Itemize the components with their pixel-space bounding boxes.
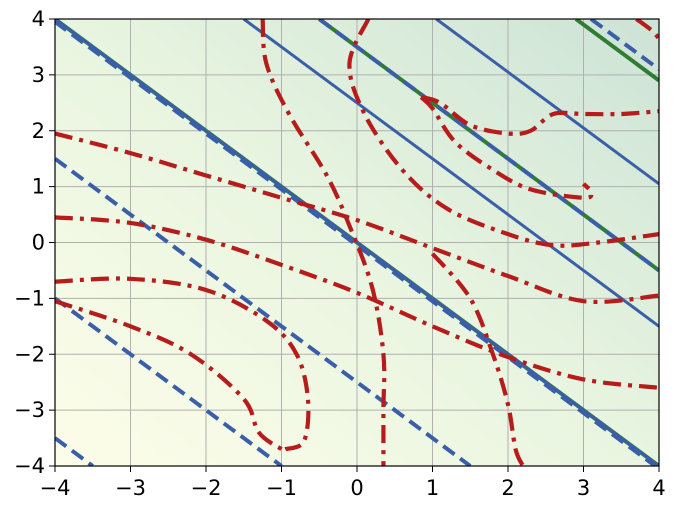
blue-solid-line-1 bbox=[242, 19, 659, 328]
x-tick-label-1: −3 bbox=[115, 476, 146, 500]
red-dashdot-line-1 bbox=[55, 215, 659, 390]
blue-dashed-line-1 bbox=[55, 157, 472, 466]
red-dashdot-line-8 bbox=[420, 95, 659, 137]
blue-dashed-line-4 bbox=[318, 19, 659, 273]
x-axis-ticks: −4 −3 −2 −1 0 1 2 3 4 bbox=[40, 466, 666, 500]
red-dashdot-line-4 bbox=[260, 19, 387, 466]
blue-dashed-line-5 bbox=[589, 19, 659, 71]
y-tick-label-3: −1 bbox=[14, 286, 45, 310]
x-tick-label-8: 4 bbox=[652, 476, 665, 500]
red-dashdot-line-0 bbox=[55, 131, 659, 304]
x-tick-label-2: −2 bbox=[191, 476, 222, 500]
red-dashdot-line-9 bbox=[635, 19, 659, 40]
y-tick-label-6: 2 bbox=[32, 119, 45, 143]
x-tick-label-3: −1 bbox=[266, 476, 297, 500]
y-tick-label-8: 4 bbox=[32, 7, 45, 31]
y-tick-label-4: 0 bbox=[32, 231, 45, 255]
blue-dashed-line-3 bbox=[55, 436, 94, 466]
y-tick-label-0: −4 bbox=[14, 454, 45, 478]
red-dashdot-line-7 bbox=[419, 95, 594, 200]
red-dashdot-line-5 bbox=[347, 19, 659, 248]
green-solid-line-2 bbox=[574, 19, 659, 83]
y-axis-ticks: −4 −3 −2 −1 0 1 2 3 4 bbox=[14, 7, 55, 478]
x-tick-label-0: −4 bbox=[40, 476, 71, 500]
y-tick-label-1: −3 bbox=[14, 398, 45, 422]
red-dashdot-line-2 bbox=[55, 276, 311, 452]
x-tick-label-4: 0 bbox=[350, 476, 363, 500]
x-tick-label-6: 2 bbox=[501, 476, 514, 500]
red-dashdot-line-3 bbox=[55, 299, 283, 451]
x-tick-label-5: 1 bbox=[426, 476, 439, 500]
blue-solid-line-0 bbox=[55, 19, 659, 466]
y-tick-label-7: 3 bbox=[32, 63, 45, 87]
blue-solid-line-2 bbox=[435, 19, 659, 186]
blue-dashed-line-2 bbox=[55, 296, 283, 466]
y-tick-label-5: 1 bbox=[32, 175, 45, 199]
y-tick-label-2: −2 bbox=[14, 342, 45, 366]
red-dashdot-line-6 bbox=[430, 252, 526, 466]
contour-series bbox=[55, 19, 659, 466]
x-tick-label-7: 3 bbox=[577, 476, 590, 500]
